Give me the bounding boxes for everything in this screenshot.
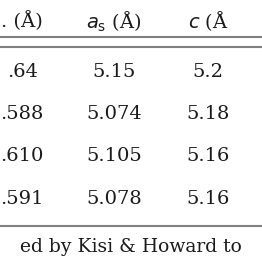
Text: 5.105: 5.105 (86, 148, 142, 165)
Text: 5.18: 5.18 (187, 105, 230, 123)
Text: .588: .588 (1, 105, 44, 123)
Text: 5.078: 5.078 (86, 190, 142, 208)
Text: 5.16: 5.16 (187, 148, 230, 165)
Text: $a_\mathrm{s}$ (Å): $a_\mathrm{s}$ (Å) (86, 9, 142, 34)
Text: 5.15: 5.15 (92, 63, 136, 80)
Text: . (Å): . (Å) (1, 12, 43, 31)
Text: .64: .64 (7, 63, 38, 80)
Text: $c$ (Å: $c$ (Å (188, 9, 229, 34)
Text: 5.16: 5.16 (187, 190, 230, 208)
Text: .591: .591 (1, 190, 44, 208)
Text: 5.2: 5.2 (193, 63, 224, 80)
Text: .610: .610 (1, 148, 44, 165)
Text: ed by Kisi & Howard to: ed by Kisi & Howard to (20, 238, 242, 256)
Text: 5.074: 5.074 (86, 105, 142, 123)
